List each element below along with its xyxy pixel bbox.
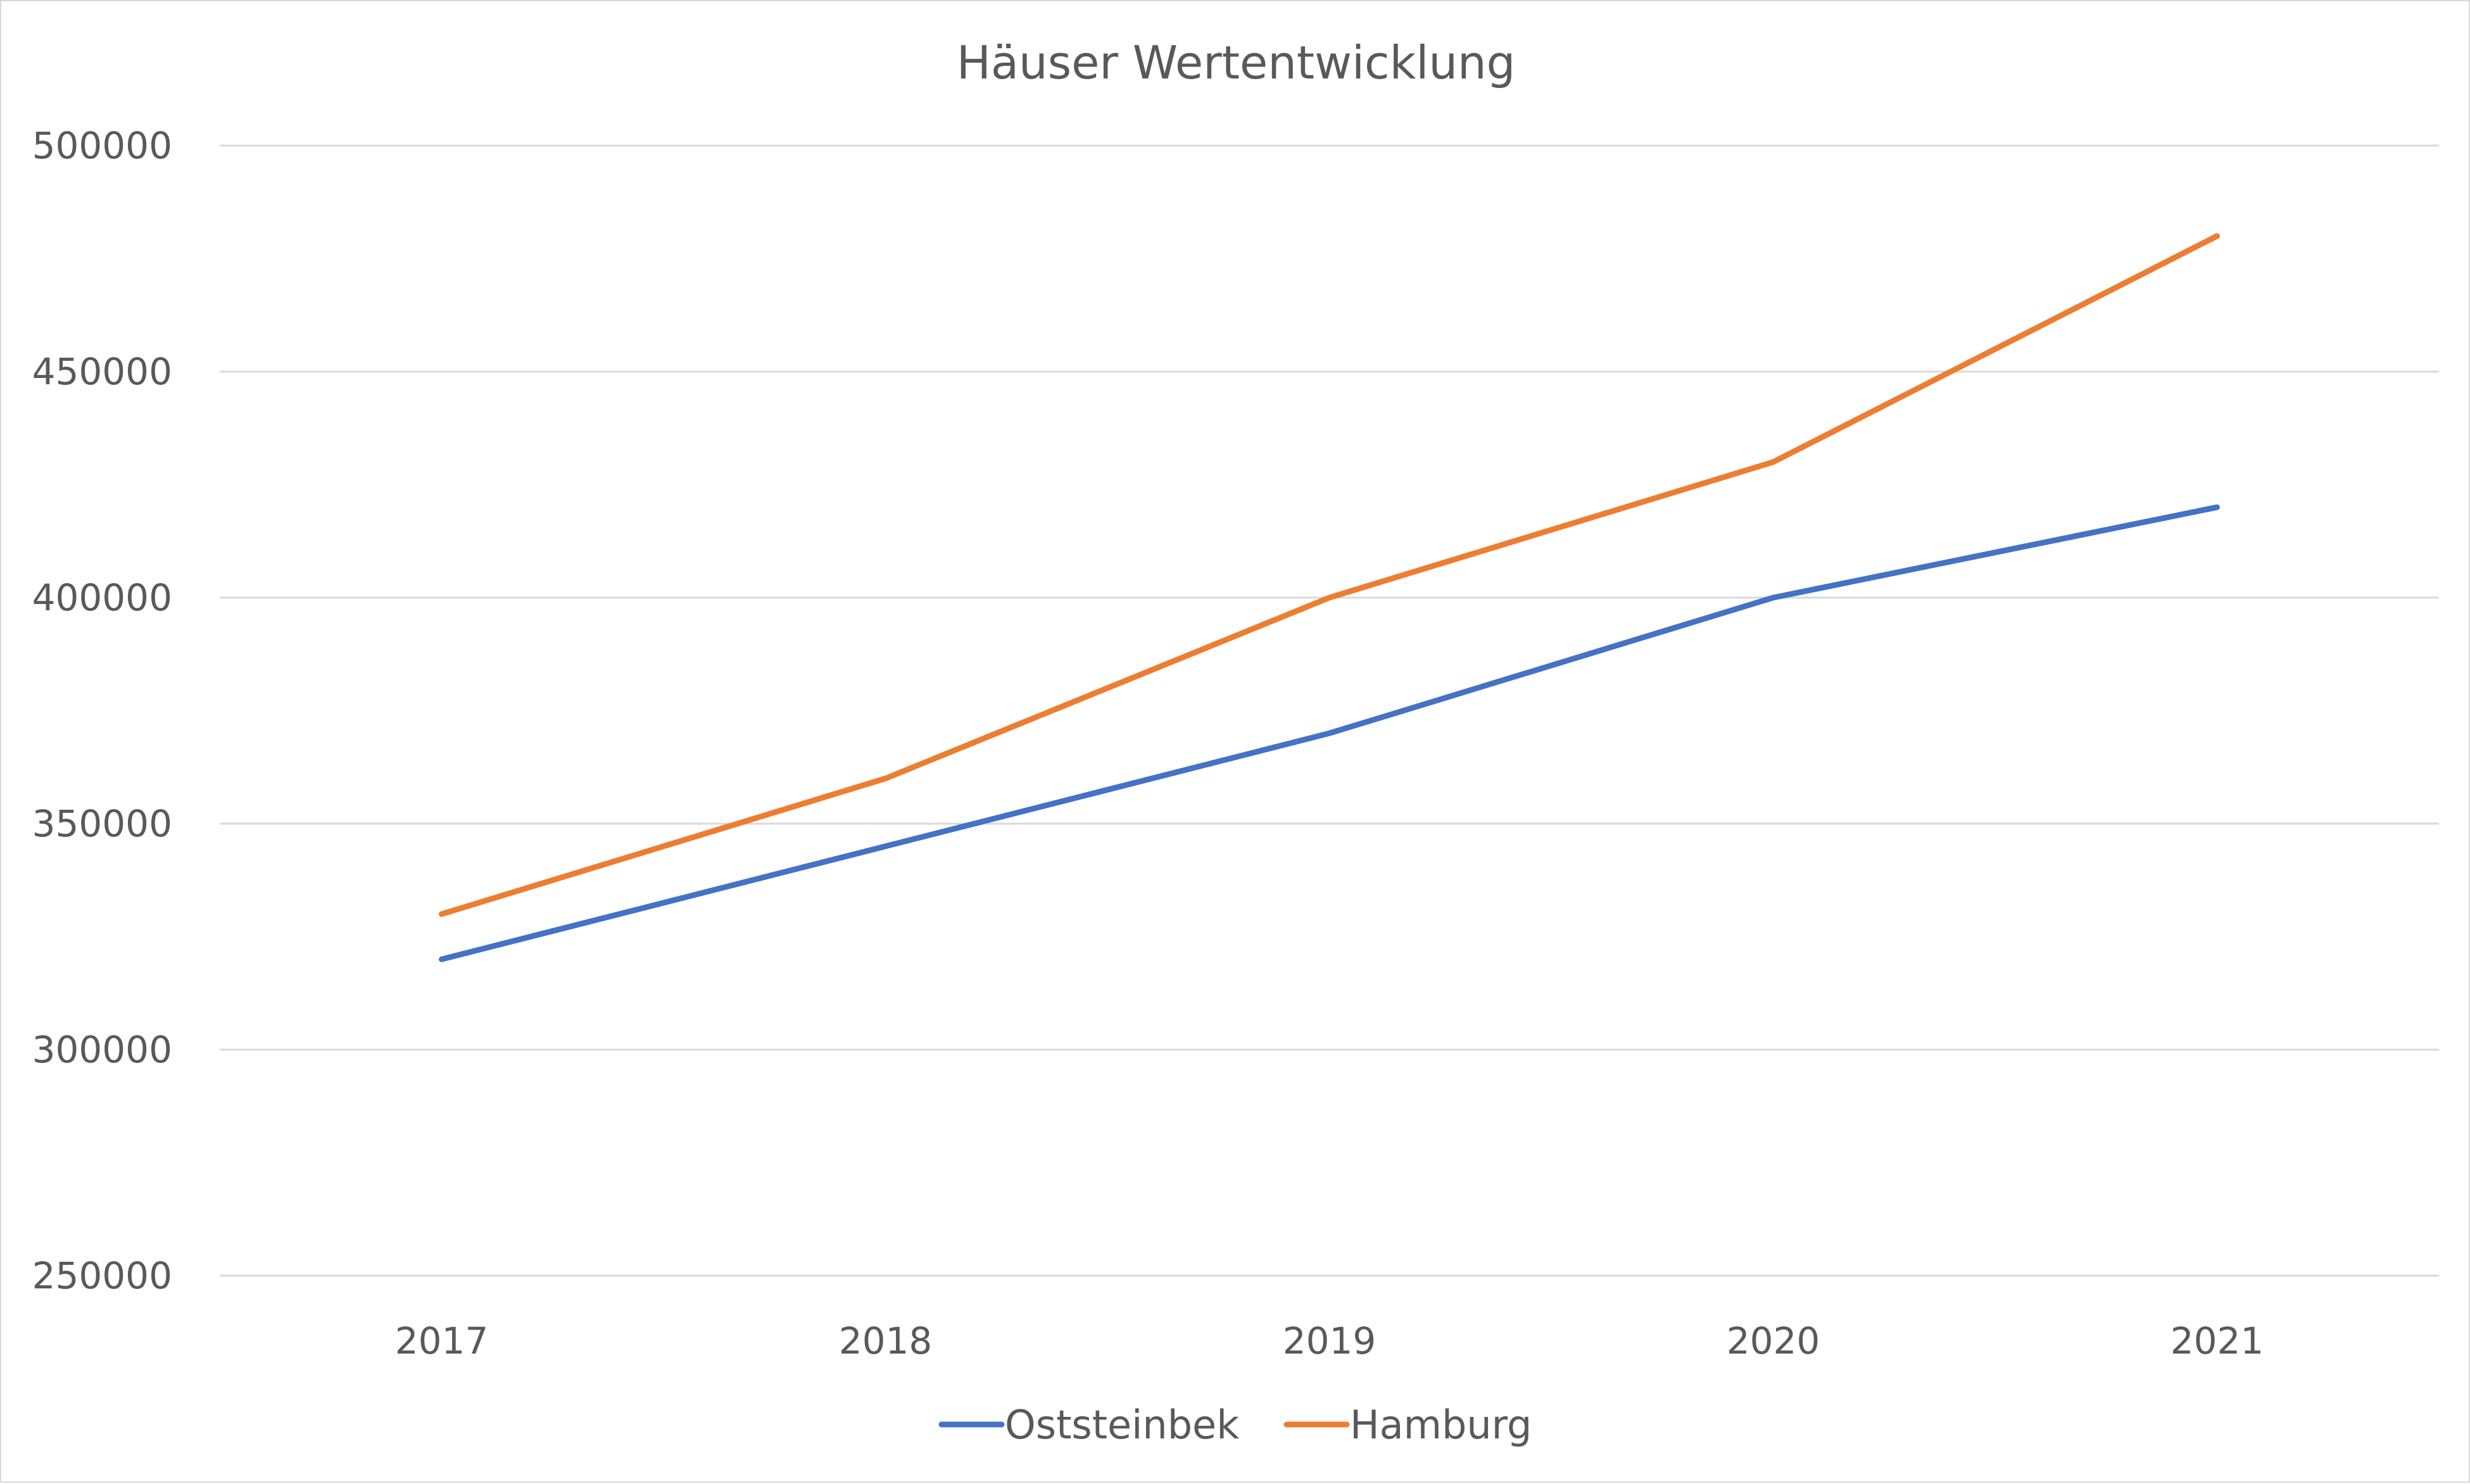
legend-label: Hamburg: [1350, 1402, 1532, 1448]
x-tick-label: 2021: [2171, 1319, 2264, 1362]
y-tick-label: 300000: [32, 1028, 172, 1071]
series-line-hamburg: [439, 233, 2220, 917]
x-tick-label: 2017: [395, 1319, 489, 1362]
x-tick-label: 2019: [1283, 1319, 1377, 1362]
y-axis-ticks: 250000 300000 350000 400000 450000 500000: [32, 124, 172, 1297]
y-tick-label: 400000: [32, 576, 172, 619]
y-tick-label: 350000: [32, 802, 172, 845]
legend-label: Oststeinbek: [1005, 1402, 1239, 1448]
legend: Oststeinbek Hamburg: [938, 1402, 1532, 1448]
x-tick-label: 2020: [1727, 1319, 1820, 1362]
gridlines: [220, 144, 2439, 1277]
y-tick-label: 250000: [32, 1254, 172, 1297]
x-tick-label: 2018: [839, 1319, 933, 1362]
x-axis-ticks: 2017 2018 2019 2020 2021: [395, 1319, 2264, 1362]
chart-title: Häuser Wertentwicklung: [957, 36, 1516, 89]
y-tick-label: 500000: [32, 124, 172, 167]
series-line-oststeinbek: [439, 504, 2220, 962]
y-tick-label: 450000: [32, 350, 172, 393]
series-lines: [439, 233, 2220, 962]
